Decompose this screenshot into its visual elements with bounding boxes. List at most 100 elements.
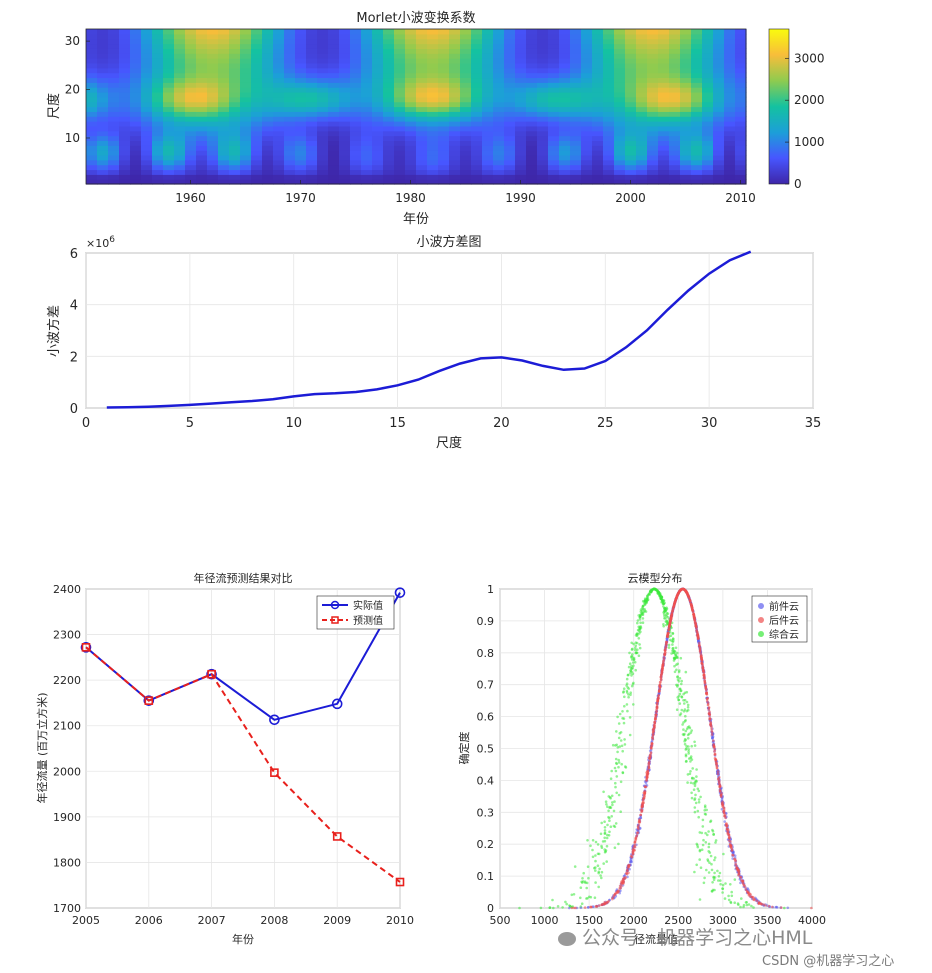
heatmap-cell xyxy=(372,82,384,88)
heatmap-cell xyxy=(537,48,549,54)
cloud-drop xyxy=(591,855,595,859)
heatmap-cell xyxy=(548,67,560,74)
heatmap-cell xyxy=(526,48,538,54)
heatmap-cell xyxy=(427,58,439,64)
heatmap-cell xyxy=(174,91,186,98)
cloud-drop xyxy=(727,834,731,837)
heatmap-cell xyxy=(185,159,197,166)
heatmap-cell xyxy=(317,164,329,171)
heatmap-cell xyxy=(504,154,516,161)
heatmap-cell xyxy=(581,58,593,64)
heatmap-cell xyxy=(394,130,406,137)
heatmap-cell xyxy=(493,106,505,112)
heatmap-cell xyxy=(559,174,571,180)
heatmap-cell xyxy=(669,179,681,185)
cloud-drop xyxy=(753,898,756,901)
heatmap-cell xyxy=(559,29,571,35)
heatmap-cell xyxy=(592,140,604,146)
cloud-drop xyxy=(685,727,689,731)
heatmap-cell xyxy=(262,106,274,112)
heatmap-cell xyxy=(559,91,571,98)
heatmap-cell xyxy=(196,150,208,156)
heatmap-cell xyxy=(306,116,318,122)
variance-title: 小波方差图 xyxy=(416,234,481,250)
heatmap-cell xyxy=(218,125,230,132)
cloud-drop xyxy=(628,733,632,737)
heatmap-cell xyxy=(328,82,340,88)
heatmap-cell xyxy=(625,29,637,35)
heatmap-cell xyxy=(658,135,670,141)
actual-point xyxy=(394,587,406,598)
heatmap-cell xyxy=(460,48,472,54)
cloud-drop xyxy=(786,906,790,910)
heatmap-cell xyxy=(416,121,428,127)
heatmap-cell xyxy=(317,121,329,127)
heatmap-cell xyxy=(449,91,461,98)
heatmap-cell xyxy=(691,145,703,151)
cloud-drop xyxy=(619,810,622,813)
heatmap-cell xyxy=(438,96,450,103)
variance-x-tick-label: 25 xyxy=(597,416,614,431)
heatmap-cell xyxy=(207,77,219,83)
heatmap-cell xyxy=(548,106,560,112)
cloud-x-tick-label: 2500 xyxy=(664,914,692,927)
heatmap-cell xyxy=(141,48,153,54)
cloud-drop xyxy=(731,853,734,857)
heatmap-cell xyxy=(614,33,626,40)
heatmap-cell xyxy=(548,82,560,88)
heatmap-cell xyxy=(537,67,549,74)
cloud-drop xyxy=(634,837,638,841)
heatmap-cell xyxy=(647,77,659,83)
cloud-drop xyxy=(680,682,683,686)
heatmap-cell xyxy=(317,159,329,166)
heatmap-cell xyxy=(636,154,648,161)
heatmap-cell xyxy=(108,87,120,93)
heatmap-cell xyxy=(119,82,131,88)
heatmap-cell xyxy=(636,43,648,49)
heatmap-cell xyxy=(97,150,109,156)
heatmap-cell xyxy=(196,53,208,59)
cloud-drop xyxy=(663,610,666,613)
heatmap-cell xyxy=(603,29,615,35)
heatmap-cell xyxy=(405,87,417,93)
heatmap-cell xyxy=(185,96,197,103)
cloud-drop xyxy=(716,770,720,773)
heatmap-cell xyxy=(504,38,516,45)
heatmap-cell xyxy=(592,58,604,64)
heatmap-cell xyxy=(306,48,318,54)
heatmap-cell xyxy=(636,130,648,137)
heatmap-cell xyxy=(460,62,472,69)
heatmap-cell xyxy=(625,82,637,88)
heatmap-cell xyxy=(669,77,681,83)
heatmap-cell xyxy=(614,116,626,122)
heatmap-cell xyxy=(119,125,131,132)
heatmap-cell xyxy=(680,179,692,185)
heatmap-cell xyxy=(669,101,681,108)
heatmap-cell xyxy=(614,96,626,103)
cloud-drop xyxy=(626,709,629,713)
heatmap-cell xyxy=(449,150,461,156)
heatmap-cell xyxy=(471,116,483,122)
heatmap-cell xyxy=(405,62,417,69)
heatmap-cells xyxy=(86,29,747,185)
cloud-drop xyxy=(724,882,727,885)
heatmap-cell xyxy=(548,77,560,83)
heatmap-cell xyxy=(592,125,604,132)
heatmap-cell xyxy=(471,82,483,88)
heatmap-cell xyxy=(405,174,417,180)
cloud-drop xyxy=(658,689,661,693)
heatmap-cell xyxy=(405,82,417,88)
heatmap-cell xyxy=(449,154,461,161)
cloud-drop xyxy=(683,742,687,746)
heatmap-cell xyxy=(141,125,153,132)
heatmap-cell xyxy=(372,135,384,141)
heatmap-cell xyxy=(86,67,98,74)
cloud-drop xyxy=(707,842,711,846)
heatmap-cell xyxy=(702,38,714,45)
cloud-drop xyxy=(690,758,694,761)
heatmap-cell xyxy=(174,116,186,122)
heatmap-cell xyxy=(174,164,186,171)
heatmap-cell xyxy=(317,116,329,122)
heatmap-cell xyxy=(207,62,219,69)
heatmap-cell xyxy=(603,48,615,54)
